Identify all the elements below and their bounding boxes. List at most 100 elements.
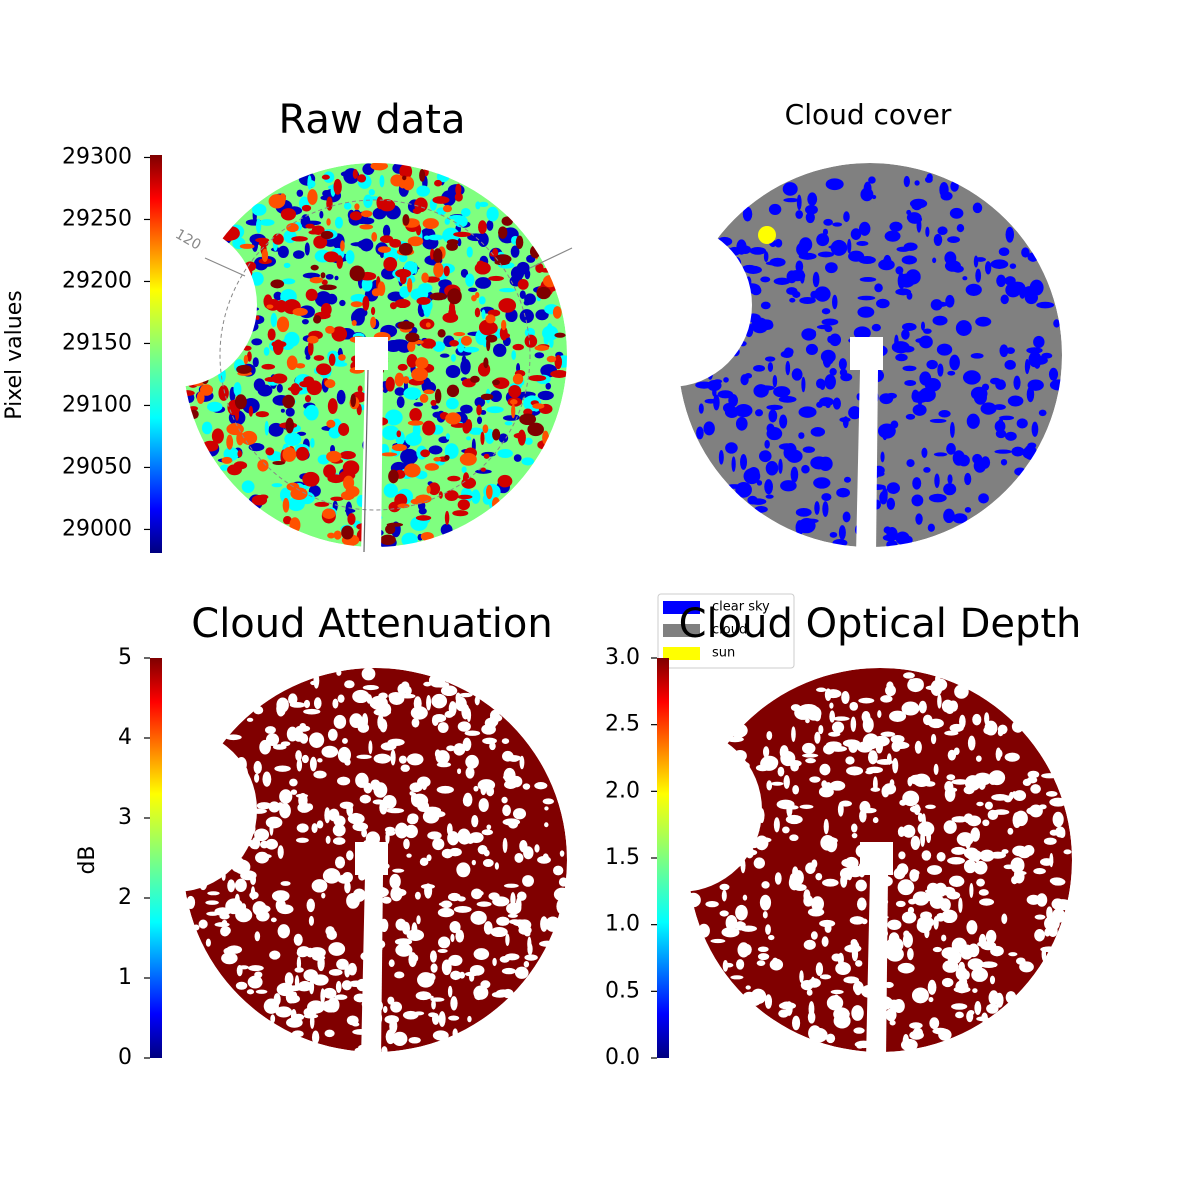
sky-blob [748, 798, 756, 811]
sky-blob [427, 973, 436, 982]
sky-blob [427, 234, 444, 241]
sky-blob [505, 933, 510, 946]
sky-blob [444, 443, 459, 459]
sky-blob [354, 1047, 364, 1054]
sky-blob [1010, 857, 1025, 874]
sky-blob [778, 458, 783, 474]
sky-blob [1033, 335, 1045, 349]
sky-blob [832, 397, 841, 410]
sky-blob [408, 1036, 421, 1044]
sky-blob [385, 524, 396, 535]
sky-blob [967, 958, 984, 971]
sky-blob [346, 850, 354, 861]
sky-blob [192, 816, 210, 827]
sky-blob [348, 980, 365, 988]
sky-blob [858, 697, 875, 704]
sky-blob [743, 468, 761, 485]
sky-blob [851, 832, 858, 839]
sky-blob [764, 356, 776, 362]
sky-blob [887, 999, 901, 1010]
sky-blob [889, 221, 903, 232]
sky-blob [803, 518, 819, 524]
sky-blob [403, 387, 422, 400]
sky-blob [819, 919, 836, 928]
sky-blob [926, 359, 938, 370]
sky-blob [239, 243, 255, 249]
sky-blob [709, 769, 725, 775]
sky-blob [340, 170, 357, 178]
sky-blob [383, 1005, 388, 1013]
sky-blob [524, 334, 538, 348]
sky-blob [973, 255, 979, 268]
sky-blob [426, 485, 431, 494]
sky-blob [304, 395, 312, 403]
sky-blob [399, 163, 413, 180]
sky-blob [264, 420, 269, 436]
sky-blob [762, 746, 770, 758]
sky-blob [397, 321, 415, 330]
sky-blob [226, 424, 236, 434]
sky-blob [686, 836, 695, 841]
sky-blob [805, 343, 818, 355]
sky-blob [204, 305, 214, 313]
sky-blob [932, 946, 942, 953]
sky-blob [768, 203, 782, 215]
sky-blob [282, 446, 297, 462]
sky-blob [762, 911, 768, 919]
sky-blob [433, 262, 444, 278]
sky-blob [889, 779, 895, 787]
sky-blob [462, 795, 471, 807]
sky-blob [429, 292, 447, 301]
sky-blob [905, 413, 916, 420]
sky-blob [832, 222, 843, 227]
sky-blob [907, 948, 914, 961]
sky-blob [234, 394, 247, 410]
sky-blob [1022, 447, 1035, 459]
sky-blob [941, 699, 954, 713]
sky-blob [438, 1011, 446, 1027]
sky-blob [402, 175, 407, 181]
sky-blob [904, 380, 917, 386]
sky-blob [897, 879, 915, 896]
sky-blob [473, 985, 489, 1000]
sky-blob [733, 828, 747, 844]
sky-blob [241, 299, 256, 308]
sky-blob [755, 835, 769, 851]
sky-blob [698, 403, 704, 414]
sky-blob [1029, 279, 1044, 296]
sky-blob [196, 391, 205, 405]
sky-blob [806, 706, 822, 721]
sky-blob [396, 430, 402, 438]
sky-blob [821, 308, 831, 315]
sky-blob [512, 373, 524, 385]
sky-blob [929, 418, 947, 424]
sky-blob [817, 251, 835, 258]
sky-blob [789, 297, 796, 303]
sky-blob [1048, 367, 1059, 381]
sky-blob [823, 818, 829, 835]
sky-blob [336, 669, 342, 676]
sky-blob [292, 250, 305, 259]
sky-blob [952, 450, 966, 466]
sky-blob [485, 314, 496, 324]
sky-blob [337, 776, 351, 786]
sky-blob [917, 821, 935, 837]
sky-blob [1040, 946, 1058, 953]
sky-blob [476, 416, 483, 425]
sky-blob [1011, 720, 1024, 733]
sky-blob [829, 531, 838, 538]
sky-blob [320, 272, 326, 279]
sky-blob [887, 919, 902, 931]
sky-blob [997, 728, 1004, 737]
sky-blob [242, 839, 255, 847]
sky-blob [254, 773, 260, 783]
sky-blob [225, 898, 244, 915]
sky-blob [383, 256, 398, 272]
sky-blob [444, 510, 450, 526]
sky-blob [373, 782, 388, 798]
sky-blob [1001, 913, 1008, 925]
sky-blob [401, 532, 418, 548]
y-tick-label: 29000 [62, 516, 132, 541]
sky-blob [277, 245, 289, 259]
sky-blob [522, 783, 531, 790]
